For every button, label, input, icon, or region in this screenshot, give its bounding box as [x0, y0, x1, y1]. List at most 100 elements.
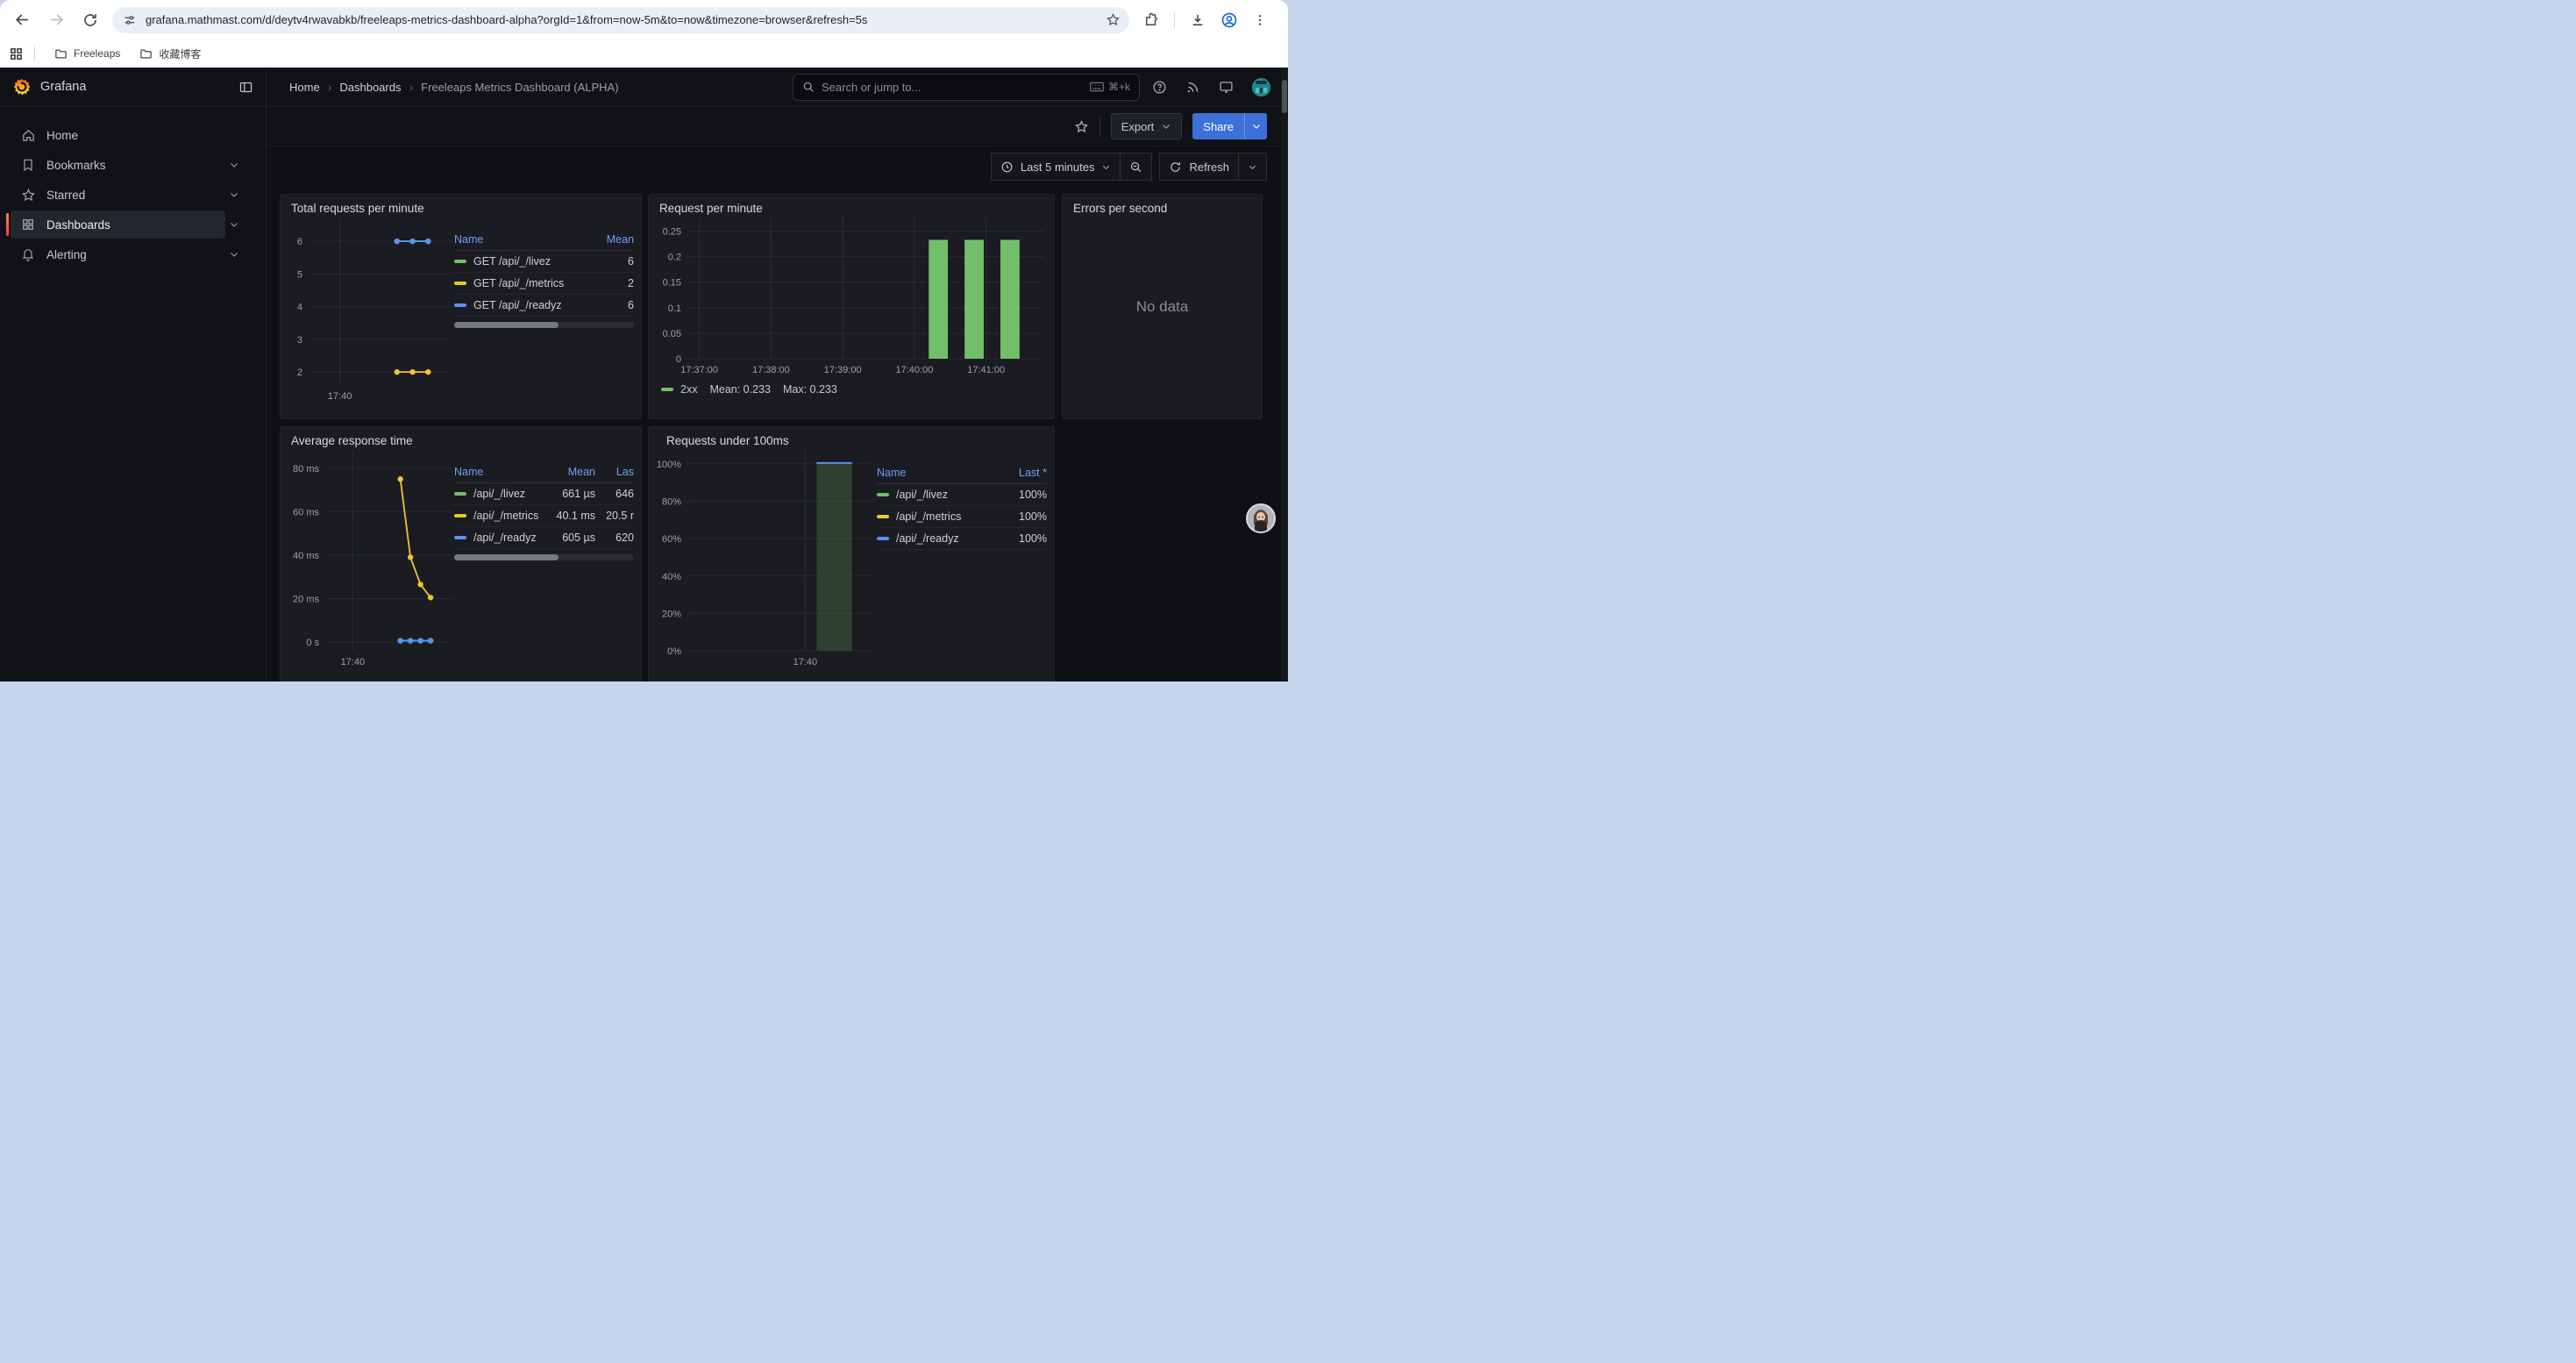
- breadcrumb-current: Freeleaps Metrics Dashboard (ALPHA): [421, 80, 619, 94]
- legend-item-2xx[interactable]: 2xx: [661, 383, 697, 396]
- downloads-icon[interactable]: [1190, 12, 1206, 28]
- keyboard-icon: [1090, 82, 1104, 92]
- panel-title[interactable]: Request per minute: [659, 202, 763, 215]
- bookmark-folder-blogs[interactable]: 收藏博客: [132, 43, 208, 65]
- toolbar-divider: [1174, 11, 1175, 28]
- legend-row[interactable]: /api/_/readyz 100%: [877, 528, 1047, 550]
- breadcrumb-dashboards[interactable]: Dashboards: [339, 80, 402, 94]
- apps-grid-icon[interactable]: [9, 46, 24, 61]
- sidebar-item-alerting[interactable]: Alerting: [11, 240, 238, 268]
- bookmarks-divider: [34, 46, 35, 61]
- profile-icon[interactable]: [1220, 11, 1238, 29]
- search-box[interactable]: ⌘+k: [793, 73, 1140, 101]
- url-bar[interactable]: grafana.mathmast.com/d/deytv4rwavabkb/fr…: [112, 6, 1129, 33]
- time-range-picker[interactable]: Last 5 minutes: [992, 153, 1121, 180]
- series-swatch: [877, 493, 889, 496]
- news-rss-icon[interactable]: [1185, 80, 1200, 95]
- legend-mean: Mean: 0.233: [709, 383, 771, 396]
- legend-col[interactable]: Last *: [1019, 467, 1047, 479]
- floating-assistant-avatar[interactable]: [1246, 503, 1276, 533]
- chart-total-requests[interactable]: 6 5 4 3 2 17:40: [288, 218, 454, 404]
- series-swatch: [454, 536, 466, 539]
- browser-forward-icon[interactable]: [48, 11, 65, 28]
- scrollbar-thumb[interactable]: [1282, 80, 1287, 113]
- browser-reload-icon[interactable]: [82, 12, 98, 28]
- legend-scrollbar-thumb[interactable]: [454, 554, 559, 560]
- chart-under-100ms[interactable]: 0% 20% 40% 60% 80% 100% 17:40: [656, 451, 873, 670]
- chart-avg-response-time[interactable]: 80 ms 60 ms 40 ms 20 ms 0 s 17:40: [288, 451, 454, 670]
- legend-row[interactable]: GET /api/_/readyz 6: [454, 295, 634, 317]
- sidebar-item-home[interactable]: Home: [11, 121, 225, 149]
- legend-row[interactable]: GET /api/_/metrics 2: [454, 273, 634, 295]
- bookmarks-bar: Freeleaps 收藏博客: [0, 39, 1288, 68]
- breadcrumb-home[interactable]: Home: [289, 80, 320, 94]
- refresh-button[interactable]: Refresh: [1160, 153, 1238, 180]
- bell-icon: [21, 247, 36, 261]
- site-settings-icon[interactable]: [123, 13, 137, 27]
- legend-col-name[interactable]: Name: [877, 467, 907, 479]
- extensions-icon[interactable]: [1143, 12, 1159, 28]
- legend-row[interactable]: /api/_/livez 100%: [877, 484, 1047, 506]
- sidebar-item-dashboards[interactable]: Dashboards: [6, 211, 238, 239]
- legend-col-name[interactable]: Name: [454, 233, 484, 246]
- bookmark-star-icon[interactable]: [1106, 12, 1121, 27]
- grafana-logo[interactable]: [12, 77, 32, 96]
- panel-title[interactable]: Requests under 100ms: [666, 434, 789, 447]
- legend-table-under-100ms: Name Last * /api/_/livez 100%/api/_/metrics…: [877, 462, 1047, 670]
- legend-col-name[interactable]: Name: [454, 466, 484, 478]
- share-button[interactable]: Share: [1192, 113, 1244, 139]
- refresh-interval-caret[interactable]: [1239, 153, 1266, 180]
- legend-row[interactable]: /api/_/livez 661 µs 646: [454, 483, 634, 505]
- panel-title[interactable]: Errors per second: [1073, 202, 1168, 215]
- mega-menu-toggle-icon[interactable]: [238, 80, 253, 95]
- browser-menu-icon[interactable]: [1253, 13, 1267, 27]
- actions-divider: [1099, 117, 1100, 136]
- sidebar-item-bookmarks[interactable]: Bookmarks: [11, 151, 238, 179]
- legend-header: Name Mean Las: [454, 461, 634, 483]
- legend-scrollbar[interactable]: [454, 322, 634, 328]
- sidebar-item-starred[interactable]: Starred: [11, 181, 238, 209]
- chevron-down-icon[interactable]: [224, 160, 245, 170]
- page-scrollbar[interactable]: [1281, 68, 1288, 682]
- svg-text:0.25: 0.25: [663, 227, 681, 238]
- no-data-text: No data: [1135, 297, 1189, 315]
- legend-col[interactable]: Las: [616, 466, 634, 478]
- chart-request-per-minute[interactable]: 0 0.05 0.1 0.15 0.2 0.25 17:37:00 17:38:00 17:39…: [656, 218, 1045, 378]
- legend-row[interactable]: GET /api/_/livez 6: [454, 251, 634, 273]
- legend-scrollbar[interactable]: [454, 554, 634, 560]
- svg-text:60%: 60%: [662, 534, 681, 545]
- legend-row[interactable]: /api/_/readyz 605 µs 620: [454, 527, 634, 549]
- search-input[interactable]: [822, 80, 1083, 94]
- panel-title[interactable]: Average response time: [291, 434, 413, 447]
- export-button[interactable]: Export: [1110, 113, 1183, 139]
- chevron-down-icon[interactable]: [224, 189, 245, 200]
- user-avatar[interactable]: [1252, 77, 1270, 96]
- legend-row[interactable]: /api/_/metrics 40.1 ms 20.5 r: [454, 505, 634, 527]
- time-controls: Last 5 minutes Refresh: [990, 153, 1267, 181]
- home-icon: [21, 128, 36, 143]
- help-icon[interactable]: [1152, 80, 1167, 95]
- legend-col[interactable]: Mean: [606, 233, 634, 246]
- apps-icon: [21, 218, 36, 232]
- series-swatch: [454, 492, 466, 496]
- chevron-down-icon[interactable]: [224, 249, 245, 260]
- svg-text:3: 3: [297, 335, 302, 346]
- svg-text:0 s: 0 s: [306, 638, 319, 648]
- kiosk-monitor-icon[interactable]: [1219, 80, 1234, 95]
- legend-scrollbar-thumb[interactable]: [454, 322, 559, 328]
- share-menu-caret[interactable]: [1244, 113, 1267, 139]
- browser-back-icon[interactable]: [14, 11, 31, 28]
- group-divider: [1238, 153, 1239, 180]
- grafana-app: Grafana Home › Dashboards › Freeleaps Me…: [0, 68, 1288, 682]
- legend-col[interactable]: Mean: [567, 466, 595, 478]
- sidebar-nav: Home Bookmarks Starred Dashboards Alerting: [0, 121, 266, 268]
- zoom-out-button[interactable]: [1121, 153, 1151, 180]
- search-shortcut: ⌘+k: [1090, 81, 1130, 93]
- grafana-brand[interactable]: Grafana: [40, 80, 87, 94]
- panel-title[interactable]: Total requests per minute: [291, 202, 424, 215]
- bookmark-folder-freeleaps[interactable]: Freeleaps: [47, 44, 127, 64]
- legend-row[interactable]: /api/_/metrics 100%: [877, 506, 1047, 528]
- svg-text:0%: 0%: [667, 646, 681, 657]
- chevron-down-icon[interactable]: [224, 219, 245, 230]
- favorite-star-icon[interactable]: [1074, 119, 1089, 134]
